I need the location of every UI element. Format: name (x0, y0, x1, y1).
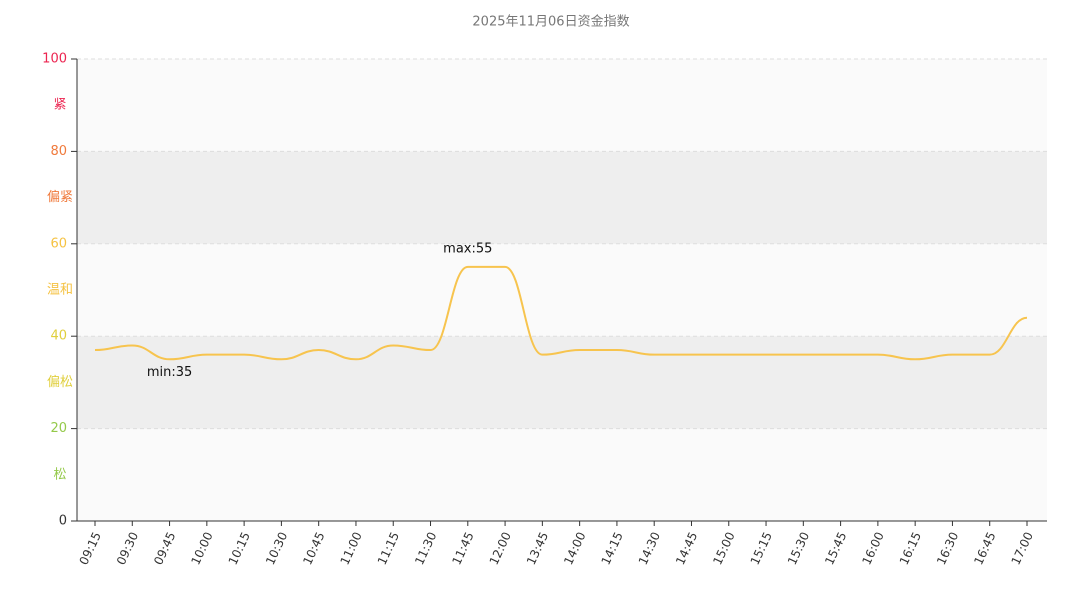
y-tick-label: 20 (50, 421, 67, 436)
x-tick-label: 14:45 (673, 530, 700, 567)
x-tick-label: 11:15 (375, 530, 402, 567)
band-label: 松 (53, 467, 66, 482)
x-tick-label: 16:45 (971, 530, 998, 567)
x-tick-label: 11:30 (412, 530, 439, 567)
x-tick-label: 14:15 (599, 530, 626, 567)
band-label: 偏松 (47, 375, 73, 390)
band (77, 336, 1047, 429)
x-tick-label: 17:00 (1009, 530, 1036, 567)
annotation: max:55 (443, 241, 492, 256)
y-tick-label: 80 (50, 144, 67, 159)
band (77, 428, 1047, 521)
band (77, 243, 1047, 337)
x-tick-label: 15:30 (785, 530, 812, 567)
x-tick-label: 16:00 (859, 530, 886, 567)
chart-title: 2025年11月06日资金指数 (472, 14, 629, 30)
band-label: 温和 (47, 283, 73, 298)
band (77, 151, 1047, 244)
x-tick-label: 10:00 (188, 530, 215, 567)
x-tick-label: 11:45 (449, 530, 476, 567)
band-label: 偏紧 (47, 190, 73, 205)
x-tick-label: 16:15 (897, 530, 924, 567)
band-label: 紧 (53, 98, 66, 113)
y-tick-label: 100 (42, 52, 67, 67)
y-tick-label: 60 (50, 236, 67, 251)
annotation: min:35 (147, 365, 192, 380)
x-tick-label: 09:30 (114, 530, 141, 567)
series-line (94, 265, 1028, 361)
x-tick-label: 11:00 (338, 530, 365, 567)
y-tick-label: 0 (59, 514, 67, 529)
x-tick-label: 16:30 (934, 530, 961, 567)
x-tick-label: 09:45 (151, 530, 178, 567)
x-tick-label: 15:00 (710, 530, 737, 567)
x-tick-label: 15:15 (748, 530, 775, 567)
x-tick-label: 10:15 (226, 530, 253, 567)
y-tick-label: 40 (50, 329, 67, 344)
x-tick-label: 09:15 (77, 530, 104, 567)
x-tick-label: 13:45 (524, 530, 551, 567)
x-tick-label: 10:45 (300, 530, 327, 567)
band (77, 59, 1047, 152)
x-tick-label: 15:45 (822, 530, 849, 567)
x-tick-label: 14:30 (636, 530, 663, 567)
x-tick-label: 10:30 (263, 530, 290, 567)
x-tick-label: 14:00 (561, 530, 588, 567)
x-tick-label: 12:00 (487, 530, 514, 567)
